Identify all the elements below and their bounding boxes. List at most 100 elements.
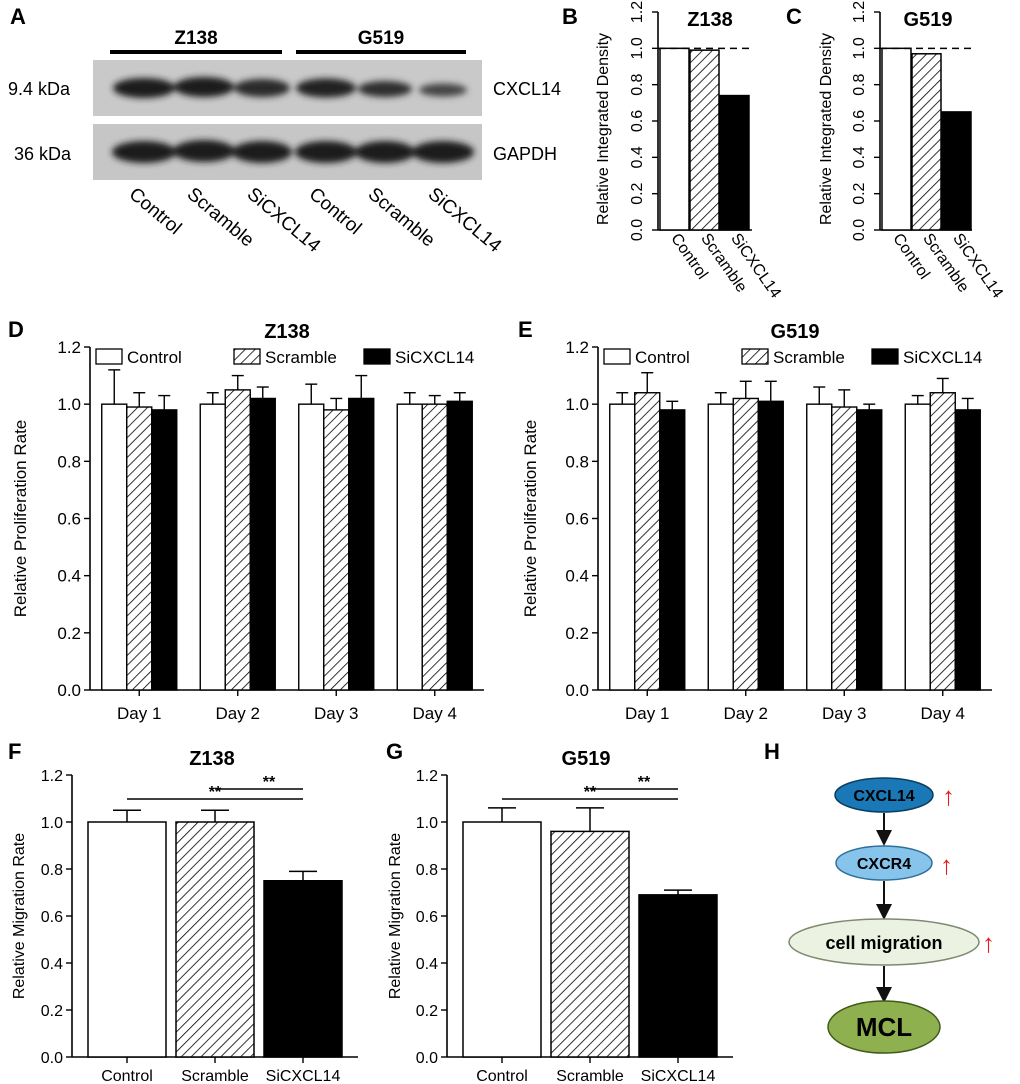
y-axis-label: Relative Integrated Density — [818, 33, 835, 225]
y-tick-label: 0.2 — [851, 182, 868, 204]
bar — [224, 389, 251, 691]
legend-label: SiCXCL14 — [903, 348, 982, 367]
y-tick-label: 0.6 — [851, 110, 868, 132]
legend-swatch — [363, 348, 391, 365]
y-tick-label: 1.0 — [629, 37, 646, 59]
panel-f-migration-chart: F 0.0 0.2 0.4 0.6 0.8 1.0 1.2 Z138 Relative Migr… — [8, 739, 358, 1084]
y-tick-label: 0.4 — [41, 956, 63, 973]
legend-label: Control — [635, 348, 690, 367]
x-tick-label: Scramble — [181, 1068, 249, 1084]
y-tick-label: 0.8 — [565, 452, 589, 471]
node-mcl — [827, 1000, 941, 1054]
chart-title: G519 — [562, 748, 611, 770]
bar — [732, 397, 759, 691]
panel-letter-b: B — [562, 4, 578, 29]
x-tick-label: SiCXCL14 — [266, 1068, 341, 1084]
bar — [298, 403, 325, 691]
bar — [263, 880, 343, 1058]
significance-label: ** — [263, 774, 276, 791]
blot-band — [232, 141, 292, 163]
x-tick-label: Day 3 — [314, 704, 358, 723]
chart-title: Z138 — [264, 321, 310, 343]
y-tick-label: 0.8 — [629, 73, 646, 95]
panel-letter-h: H — [764, 739, 780, 764]
bar — [719, 94, 750, 231]
y-tick-label: 0.2 — [565, 624, 589, 643]
y-tick-label: 0.0 — [851, 219, 868, 241]
blot-group-label: G519 — [358, 28, 404, 49]
bar — [806, 403, 833, 691]
y-tick-label: 0.4 — [565, 567, 589, 586]
x-tick-label: Control — [476, 1068, 528, 1084]
y-tick-label: 1.2 — [565, 338, 589, 357]
y-tick-label: 0.8 — [851, 73, 868, 95]
blot-band — [174, 77, 234, 97]
bar — [151, 409, 178, 691]
panel-letter-e: E — [518, 317, 533, 342]
bar — [707, 403, 734, 691]
bar — [126, 406, 153, 691]
bar — [462, 821, 542, 1058]
bar — [659, 409, 686, 691]
blot-band — [173, 140, 235, 162]
bar — [396, 403, 423, 691]
node-cxcl14-label: CXCL14 — [853, 788, 914, 805]
y-tick-label: 1.0 — [851, 37, 868, 59]
blot-band — [234, 79, 290, 97]
x-tick-label: SiCXCL14 — [641, 1068, 716, 1084]
x-tick-label: Day 1 — [117, 704, 161, 723]
y-tick-label: 0.2 — [629, 182, 646, 204]
node-cell-migration-label: cell migration — [825, 933, 942, 953]
y-tick-label: 0.2 — [416, 1003, 438, 1020]
legend-swatch — [741, 348, 769, 365]
legend-swatch — [233, 348, 261, 365]
panel-b-density-chart: B 0.0 0.2 0.4 0.6 0.8 1.0 1.2 Z138 Relative Inte… — [562, 1, 784, 302]
bar — [175, 821, 255, 1058]
y-tick-label: 0.0 — [41, 1050, 63, 1067]
blot-band — [419, 83, 467, 97]
y-tick-label: 0.0 — [416, 1050, 438, 1067]
chart-title: Z138 — [687, 9, 733, 31]
bar — [446, 400, 473, 691]
blot-band — [295, 141, 357, 163]
x-tick-label: Day 1 — [625, 704, 669, 723]
blot-protein-label: CXCL14 — [493, 79, 561, 99]
blot-band — [113, 78, 175, 98]
y-tick-label: 1.2 — [851, 1, 868, 23]
blot-band — [412, 141, 474, 163]
y-tick-label: 0.0 — [629, 219, 646, 241]
y-tick-label: 0.4 — [57, 567, 81, 586]
y-tick-label: 0.8 — [416, 862, 438, 879]
y-axis-label: Relative Proliferation Rate — [11, 420, 30, 617]
panel-letter-c: C — [786, 4, 802, 29]
panel-letter-g: G — [386, 739, 403, 764]
y-axis-label: Relative Integrated Density — [595, 33, 612, 225]
bar — [249, 397, 276, 691]
x-tick-label: Scramble — [556, 1068, 624, 1084]
up-arrow-icon: ↑ — [942, 781, 955, 811]
x-tick-label: Day 4 — [921, 704, 965, 723]
y-tick-label: 1.2 — [57, 338, 81, 357]
bar — [954, 409, 981, 691]
bar — [634, 392, 661, 691]
node-cell-migration — [788, 918, 980, 966]
panel-h-pathway: H CXCL14 ↑ CXCR4 ↑ cell migration ↑ MCL — [764, 739, 995, 1054]
blot-bands — [112, 77, 474, 163]
y-tick-label: 1.2 — [41, 768, 63, 785]
y-tick-label: 0.2 — [57, 624, 81, 643]
bar — [929, 392, 956, 691]
bar — [638, 894, 718, 1058]
x-tick-label: Day 2 — [724, 704, 768, 723]
y-tick-label: 0.6 — [41, 909, 63, 926]
x-tick-label: Day 2 — [216, 704, 260, 723]
bar — [87, 821, 167, 1058]
blot-weight-label: 9.4 kDa — [8, 79, 71, 99]
y-tick-label: 0.8 — [41, 862, 63, 879]
y-tick-label: 1.2 — [416, 768, 438, 785]
blot-band — [296, 78, 356, 98]
legend-swatch — [603, 348, 631, 365]
blot-lane-label: Control — [125, 184, 185, 239]
bar — [911, 53, 942, 231]
panel-letter-d: D — [8, 317, 24, 342]
